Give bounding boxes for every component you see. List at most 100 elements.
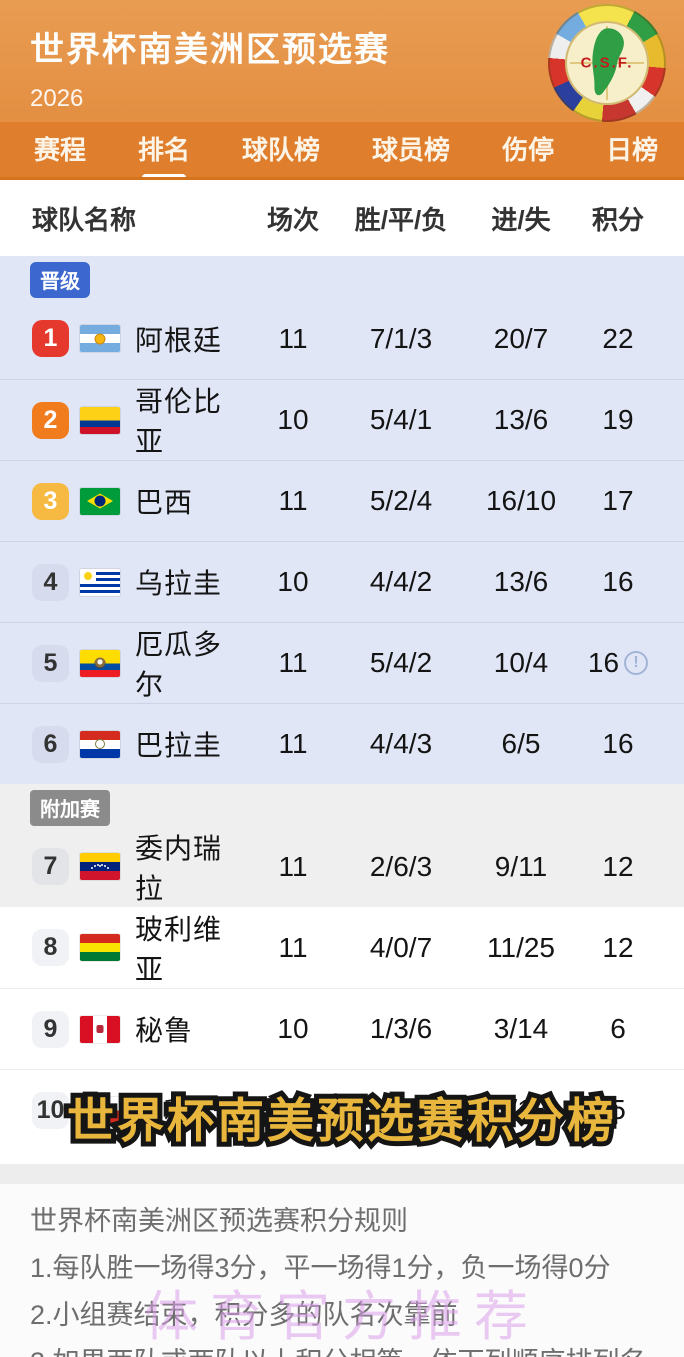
wdl-value: 1/3/6	[369, 1013, 433, 1044]
wdl-value: 5/4/1	[369, 404, 433, 435]
table-row[interactable]: 9 秘鲁 10 1/3/6 3/14 6	[0, 988, 684, 1069]
column-header: 场次	[266, 204, 319, 235]
points-value: 12	[602, 850, 634, 882]
played-value: 11	[278, 931, 308, 963]
points-cell: 22	[576, 323, 660, 355]
argentina-flag-icon	[80, 325, 120, 352]
played-value: 11	[278, 728, 308, 759]
alert-circle-icon[interactable]: !	[624, 651, 649, 675]
played-value: 11	[278, 322, 308, 354]
team-name: 智利	[135, 1096, 194, 1127]
team-cell: 2 哥伦比亚	[32, 380, 250, 460]
rank-badge: 10	[32, 1091, 69, 1129]
points-value: 5	[610, 1094, 626, 1125]
paraguay-flag-icon	[80, 730, 120, 758]
zone-badge-playoff: 附加赛	[30, 790, 110, 826]
standings-table: 晋级 1 阿根廷 11 7/1/3 20/7 22 2 哥伦比亚 10 5/4/1 13/6 19 3 巴西…	[0, 256, 684, 1150]
team-cell: 9 秘鲁	[32, 1009, 250, 1049]
played-value: 11	[278, 647, 308, 678]
played-value: 10	[277, 1013, 309, 1044]
points-value: 22	[602, 322, 634, 354]
table-row[interactable]: 5 厄瓜多尔 11 5/4/2 10/4 16!	[0, 622, 684, 703]
table-row[interactable]: 1 阿根廷 11 7/1/3 20/7 22	[0, 298, 684, 379]
wdl-value: 4/4/2	[369, 566, 433, 597]
points-value: 16	[602, 566, 634, 597]
brazil-flag-icon	[80, 487, 120, 515]
goals-value: 5/18	[493, 1094, 549, 1125]
south-america-icon	[592, 28, 624, 96]
points-cell: 16!	[576, 647, 660, 679]
wdl-value: 1/2/7	[369, 1094, 433, 1125]
table-row[interactable]: 10 智利 10 1/2/7 5/18 5	[0, 1069, 684, 1150]
goals-value: 11/25	[487, 931, 555, 963]
team-cell: 3 巴西	[32, 481, 250, 521]
table-row[interactable]: 8 玻利维亚 11 4/0/7 11/25 12	[0, 907, 684, 988]
team-cell: 4 乌拉圭	[32, 562, 250, 602]
team-name: 厄瓜多尔	[135, 629, 223, 700]
conmebol-logo-icon: C.S.F.	[548, 4, 666, 122]
goals-value: 3/14	[493, 1013, 549, 1044]
column-header: 积分	[591, 204, 644, 235]
rules-item: 2.小组赛结束，积分多的队名次靠前	[30, 1300, 458, 1330]
rank-badge: 6	[32, 725, 69, 763]
peru-flag-icon	[80, 1015, 120, 1043]
played-value: 10	[277, 1094, 309, 1125]
table-row[interactable]: 7 委内瑞拉 11 2/6/3 9/11 12	[0, 826, 684, 907]
wdl-value: 5/4/2	[369, 647, 433, 678]
rank-badge: 4	[32, 563, 69, 601]
tab-伤停[interactable]: 伤停	[502, 135, 555, 165]
points-value: 16	[602, 728, 634, 759]
tab-赛程[interactable]: 赛程	[34, 135, 87, 165]
tab-球员榜[interactable]: 球员榜	[372, 135, 451, 165]
tab-排名[interactable]: 排名	[138, 130, 190, 169]
rank-badge: 2	[32, 401, 69, 439]
rank-badge: 7	[32, 848, 69, 885]
team-name: 巴西	[135, 487, 194, 518]
rules-heading: 世界杯南美洲区预选赛积分规则	[30, 1206, 408, 1236]
chile-flag-icon	[80, 1096, 120, 1124]
tab-bar: 赛程排名球队榜球员榜伤停日榜新闻	[0, 122, 684, 180]
wdl-value: 2/6/3	[369, 850, 433, 882]
table-row[interactable]: 3 巴西 11 5/2/4 16/10 17	[0, 460, 684, 541]
overlay-title-fill: 世界杯南美预选赛积分榜	[67, 1094, 617, 1147]
points-cell: 12	[576, 851, 660, 883]
table-row[interactable]: 6 巴拉圭 11 4/4/3 6/5 16	[0, 703, 684, 784]
played-value: 11	[278, 485, 308, 516]
overlay-title-stroke: 世界杯南美预选赛积分榜	[62, 1089, 619, 1152]
goals-value: 13/6	[493, 404, 549, 435]
points-value: 12	[602, 931, 634, 963]
wdl-value: 7/1/3	[369, 322, 433, 354]
tab-球队榜[interactable]: 球队榜	[242, 135, 321, 165]
rules-section: 世界杯南美洲区预选赛积分规则 1.每队胜一场得3分，平一场得1分，负一场得0分 2…	[0, 1184, 684, 1357]
goals-value: 16/10	[485, 485, 557, 516]
rules-item: 1.每队胜一场得3分，平一场得1分，负一场得0分	[30, 1253, 611, 1283]
section-separator	[0, 1164, 684, 1184]
wdl-value: 4/0/7	[369, 931, 433, 963]
points-cell: 5	[576, 1094, 660, 1126]
wdl-value: 4/4/3	[369, 728, 433, 759]
goals-value: 6/5	[501, 728, 541, 759]
team-name: 哥伦比亚	[135, 386, 223, 457]
team-name: 阿根廷	[135, 324, 223, 356]
team-cell: 8 玻利维亚	[32, 908, 250, 988]
table-header: 球队名称 场次 胜/平/负 进/失 积分	[0, 180, 684, 256]
table-row[interactable]: 4 乌拉圭 10 4/4/2 13/6 16	[0, 541, 684, 622]
points-value: 19	[602, 404, 634, 435]
table-row[interactable]: 2 哥伦比亚 10 5/4/1 13/6 19	[0, 379, 684, 460]
rank-badge: 5	[32, 644, 69, 682]
points-value: 17	[602, 485, 634, 516]
rules-item: 3.如果两队或两队以上积分相等，依下列顺序排列名次（同分情况下有一条排名规则写一…	[30, 1339, 654, 1357]
zone-badge-promoted: 晋级	[30, 262, 90, 298]
app-header: 世界杯南美洲区预选赛 2026 C.S.F.	[0, 0, 684, 122]
team-cell: 1 阿根廷	[32, 319, 250, 359]
team-name: 乌拉圭	[135, 568, 223, 599]
played-value: 10	[277, 566, 309, 597]
tab-日榜[interactable]: 日榜	[606, 135, 659, 165]
rank-badge: 1	[32, 320, 69, 357]
colombia-flag-icon	[80, 406, 120, 434]
rank-badge: 3	[32, 482, 69, 520]
goals-value: 9/11	[494, 850, 548, 882]
team-cell: 5 厄瓜多尔	[32, 623, 250, 703]
uruguay-flag-icon	[80, 568, 120, 596]
rank-badge: 9	[32, 1010, 69, 1048]
